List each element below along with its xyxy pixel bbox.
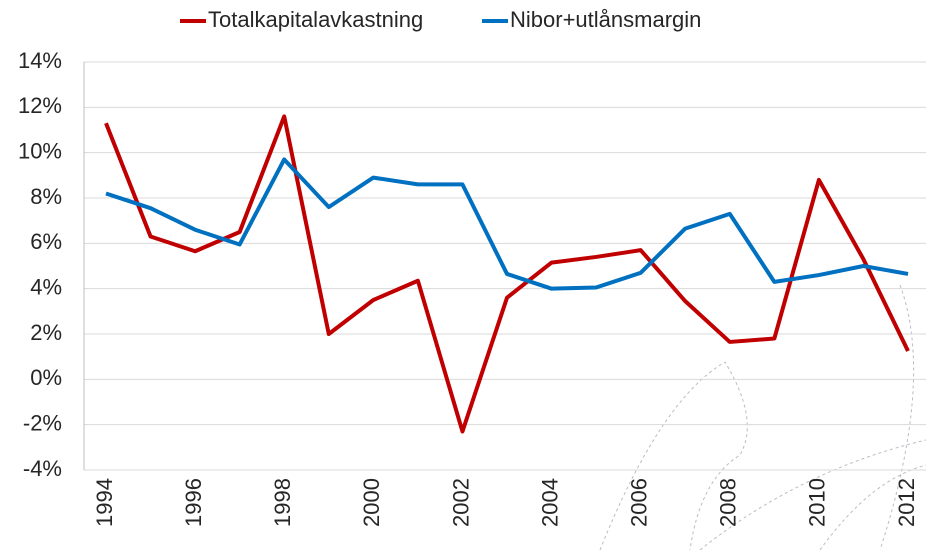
x-tick-label: 1994 <box>92 478 117 527</box>
x-tick-label: 1998 <box>270 478 295 527</box>
x-tick-label: 2012 <box>894 478 919 527</box>
x-tick-label: 2004 <box>537 478 562 527</box>
y-tick-label: 8% <box>30 184 62 209</box>
y-tick-label: 14% <box>18 48 62 73</box>
y-tick-label: 6% <box>30 229 62 254</box>
legend-label: Nibor+utlånsmargin <box>510 7 701 32</box>
x-tick-label: 2010 <box>805 478 830 527</box>
y-tick-label: 12% <box>18 93 62 118</box>
x-tick-label: 2008 <box>716 478 741 527</box>
y-tick-label: -2% <box>23 410 62 435</box>
y-tick-label: 4% <box>30 274 62 299</box>
series-line <box>104 114 910 434</box>
y-tick-label: 10% <box>18 138 62 163</box>
y-tick-label: 0% <box>30 365 62 390</box>
x-tick-label: 1996 <box>181 478 206 527</box>
decoration <box>599 284 926 550</box>
y-tick-label: 2% <box>30 320 62 345</box>
legend-label: Totalkapitalavkastning <box>208 7 423 32</box>
series-line <box>105 157 909 291</box>
x-tick-label: 2000 <box>359 478 384 527</box>
x-tick-label: 2006 <box>626 478 651 527</box>
y-tick-label: -4% <box>23 456 62 481</box>
x-tick-label: 2002 <box>448 478 473 527</box>
